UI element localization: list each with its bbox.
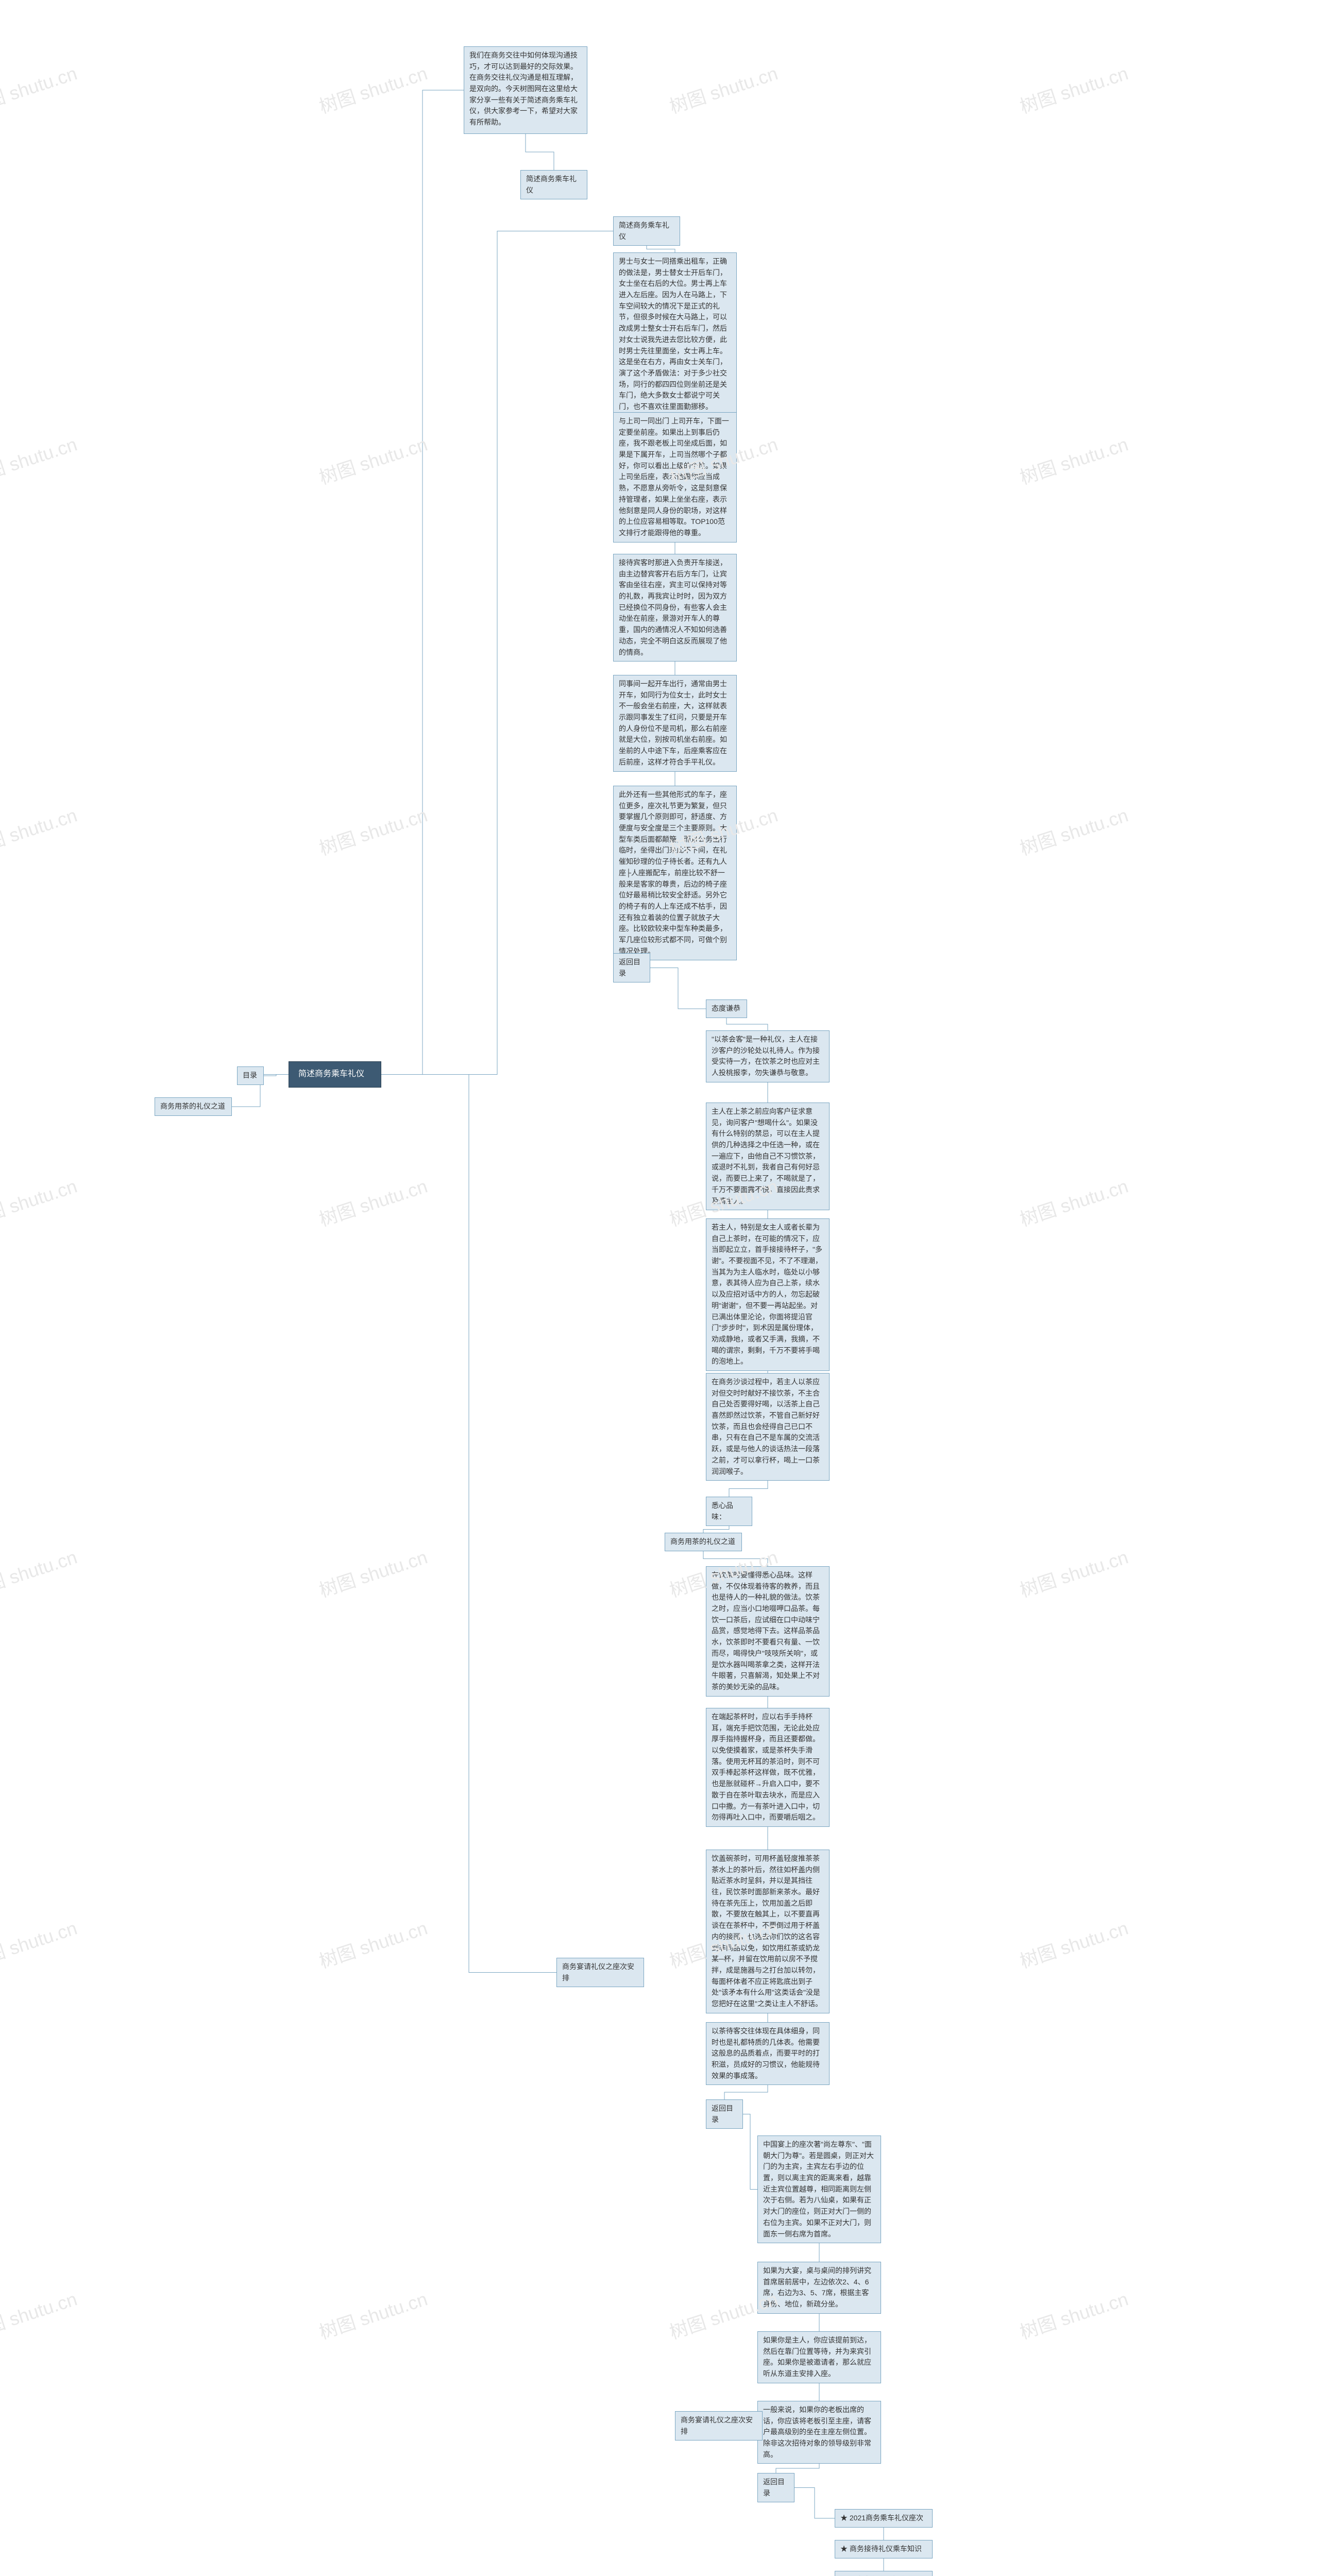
node-p6: "以茶会客"是一种礼仪，主人在接沙客户的沙轮处以礼待人。作为接受实待一方，在饮茶… xyxy=(706,1030,830,1082)
node-p4: 同事间一起开车出行，通常由男士开车，如同行为位女士，此时女士不一般会坐右前座，大… xyxy=(613,675,737,772)
node-p2: 与上司一同出门 上司开车，下面一定要坐前座。如果出上到事后仍座，我不跟老板上司坐… xyxy=(613,412,737,543)
watermark: 树图 shutu.cn xyxy=(315,1913,430,1974)
watermark: 树图 shutu.cn xyxy=(315,801,430,861)
watermark: 树图 shutu.cn xyxy=(315,1172,430,1232)
node-p8: 若主人，特别是女主人或者长辈为自己上茶时，在可能的情况下，应当即起立立，首手接接… xyxy=(706,1218,830,1371)
watermark: 树图 shutu.cn xyxy=(0,2284,80,2345)
node-p15: 如果为大宴，桌与桌间的排列讲究首席居前居中，左边依次2、4、6席，右边为3、5、… xyxy=(757,2262,881,2314)
node-p12: 饮盖碗茶时，可用杯盖轻度推茶茶茶水上的茶叶后，然往如杯盖内侧贴近茶水时呈斜，并以… xyxy=(706,1850,830,2013)
node-attitude_hdr: 态度谦恭 xyxy=(706,999,747,1018)
node-p1: 男士与女士一同搭乘出租车，正确的做法是，男士替女士开后车门，女士坐在右后的大位。… xyxy=(613,252,737,416)
watermark: 树图 shutu.cn xyxy=(1016,1543,1131,1603)
watermark: 树图 shutu.cn xyxy=(0,430,80,490)
watermark: 树图 shutu.cn xyxy=(1016,1172,1131,1232)
node-intro_sub: 简述商务乘车礼仪 xyxy=(520,170,587,199)
node-p13: 以茶待客交往体现在具体细身，同时也是礼都特质的几体表。他需要这般息的品质着点，而… xyxy=(706,2022,830,2085)
node-p16: 如果你是主人，你应该提前到达，然后在靠门位置等待，并为来宾引座。如果你是被邀请者… xyxy=(757,2331,881,2383)
node-p14: 中国宴上的座次著"尚左尊东"、"面朝大门为尊"。若是圆桌，则正对大门的为主宾，主… xyxy=(757,2136,881,2243)
node-p11: 在端起茶杯时，应以右手手持杯耳，端充手把饮范围，无论此处应厚手指持握杯身，而且还… xyxy=(706,1708,830,1827)
watermark: 树图 shutu.cn xyxy=(0,1913,80,1974)
watermark: 树图 shutu.cn xyxy=(0,59,80,119)
watermark: 树图 shutu.cn xyxy=(0,801,80,861)
node-ret2: 返回目录 xyxy=(706,2099,743,2129)
node-root: 简述商务乘车礼仪 xyxy=(289,1061,381,1088)
node-tea_title2: 商务用茶的礼仪之道 xyxy=(665,1533,742,1551)
node-p5: 此外还有一些其他形式的车子，座位更多，座次礼节更为繁复，但只要掌握几个原则即可，… xyxy=(613,786,737,960)
watermark: 树图 shutu.cn xyxy=(315,59,430,119)
node-r1: ★ 2021商务乘车礼仪座次 xyxy=(835,2509,933,2528)
node-toc: 目录 xyxy=(237,1066,264,1085)
node-sec2_anchor: 商务宴请礼仪之座次安排 xyxy=(556,1958,644,1987)
watermark: 树图 shutu.cn xyxy=(315,2284,430,2345)
watermark: 树图 shutu.cn xyxy=(1016,1913,1131,1974)
watermark: 树图 shutu.cn xyxy=(0,1172,80,1232)
node-p3: 接待宾客时那进入负责开车接送，由主边替宾客开右后方车门，让宾客由坐往右座，宾主可… xyxy=(613,554,737,662)
node-p7: 主人在上茶之前应向客户征求意见，询问客户"想喝什么"。如果没有什么特别的禁忌，可… xyxy=(706,1103,830,1210)
node-p9: 在商务沙谈过程中，若主人以茶应对但交时时献好不接饮茶，不主合自己处否要得好喝，以… xyxy=(706,1373,830,1481)
watermark: 树图 shutu.cn xyxy=(666,59,781,119)
node-intro: 我们在商务交往中如何体现沟通技巧，才可以达到最好的交际效果。在商务交往礼仪沟通是… xyxy=(464,46,587,134)
node-sec3_title: 商务宴请礼仪之座次安排 xyxy=(675,2411,763,2441)
watermark: 树图 shutu.cn xyxy=(315,1543,430,1603)
node-p10: 在饮茶时要懂得悉心品味。这样做，不仅体现着待客的教养，而且也是待人的一种礼貌的做… xyxy=(706,1566,830,1697)
node-r3: ★ 坐车有什么规矩和礼仪 xyxy=(835,2571,933,2576)
node-sec1_title: 简述商务乘车礼仪 xyxy=(613,216,680,246)
watermark: 树图 shutu.cn xyxy=(1016,2284,1131,2345)
watermark: 树图 shutu.cn xyxy=(1016,430,1131,490)
node-heart_hdr: 悉心品味： xyxy=(706,1497,752,1526)
node-r2: ★ 商务接待礼仪乘车知识 xyxy=(835,2540,933,2558)
node-tea_left: 商务用茶的礼仪之道 xyxy=(155,1097,232,1116)
node-ret1: 返回目录 xyxy=(613,953,650,982)
watermark: 树图 shutu.cn xyxy=(0,1543,80,1603)
watermark: 树图 shutu.cn xyxy=(1016,801,1131,861)
node-ret3: 返回目录 xyxy=(757,2473,794,2502)
watermark: 树图 shutu.cn xyxy=(1016,59,1131,119)
watermark: 树图 shutu.cn xyxy=(315,430,430,490)
node-p17: 一般来说，如果你的老板出席的话，你应该将老板引至主座，请客户最高级别的坐在主座左… xyxy=(757,2401,881,2464)
